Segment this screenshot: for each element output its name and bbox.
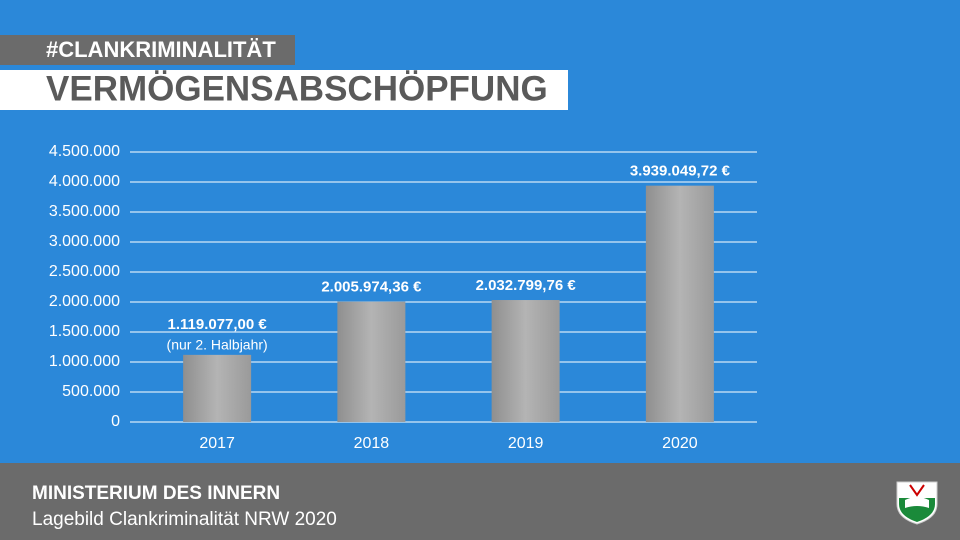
value-label: 1.119.077,00 € — [167, 316, 267, 333]
value-label: 2.005.974,36 € — [321, 279, 422, 296]
footer-organization: MINISTERIUM DES INNERN — [32, 483, 280, 504]
coat-of-arms — [896, 481, 938, 525]
y-tick-label: 2.500.000 — [49, 263, 120, 280]
x-tick-label: 2018 — [354, 435, 390, 452]
y-tick-label: 3.500.000 — [49, 203, 120, 220]
chart-title: VERMÖGENSABSCHÖPFUNG — [46, 69, 548, 108]
bar — [491, 300, 560, 422]
y-tick-label: 2.000.000 — [49, 293, 120, 310]
value-label: 2.032.799,76 € — [476, 277, 577, 294]
y-tick-label: 4.000.000 — [49, 173, 120, 190]
title-box — [0, 70, 568, 110]
x-tick-label: 2017 — [199, 435, 235, 452]
y-tick-label: 3.000.000 — [49, 233, 120, 250]
value-label: 3.939.049,72 € — [630, 163, 731, 180]
x-tick-label: 2019 — [508, 435, 544, 452]
x-tick-label: 2020 — [662, 435, 698, 452]
y-tick-label: 0 — [111, 413, 120, 430]
annotation: (nur 2. Halbjahr) — [167, 337, 268, 353]
y-tick-label: 1.000.000 — [49, 353, 120, 370]
y-tick-label: 4.500.000 — [49, 143, 120, 160]
tag-box — [0, 35, 295, 65]
bar — [337, 301, 406, 422]
y-tick-label: 500.000 — [62, 383, 120, 400]
y-tick-label: 1.500.000 — [49, 323, 120, 340]
footer-bar — [0, 463, 960, 540]
bar — [645, 185, 714, 422]
tag: #CLANKRIMINALITÄT — [46, 37, 276, 62]
footer-report: Lagebild Clankriminalität NRW 2020 — [32, 509, 337, 530]
bar — [183, 354, 252, 422]
